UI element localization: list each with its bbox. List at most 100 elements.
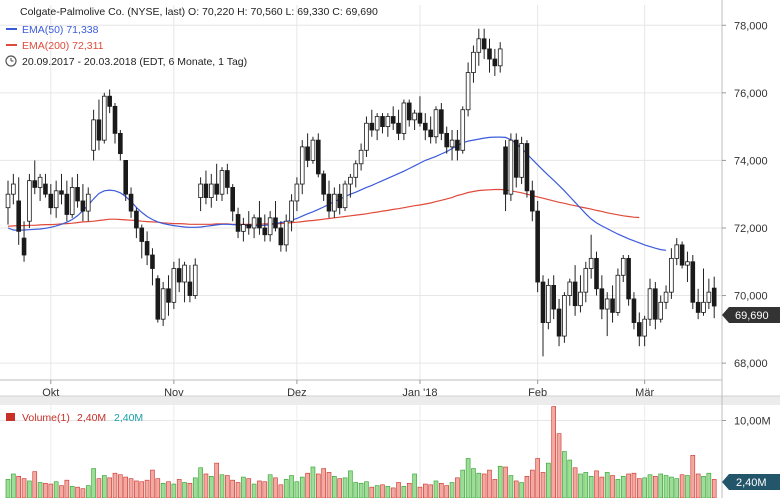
volume-bar xyxy=(246,478,252,498)
candle xyxy=(176,258,182,293)
volume-bar xyxy=(315,473,321,498)
volume-bar xyxy=(374,485,380,498)
volume-bar xyxy=(422,483,428,498)
candle xyxy=(412,109,417,130)
volume-bar xyxy=(107,477,112,498)
candle-body xyxy=(599,288,605,310)
candles-layer xyxy=(5,28,717,357)
candle xyxy=(118,130,123,161)
candle xyxy=(353,160,359,188)
volume-bar xyxy=(487,469,492,498)
volume-bar xyxy=(182,482,187,498)
candle xyxy=(364,116,369,158)
candle-body xyxy=(690,261,696,303)
candle-body xyxy=(102,95,107,141)
candle-body xyxy=(59,190,64,195)
candle-body xyxy=(112,105,118,134)
time-tick-label: Feb xyxy=(528,387,547,399)
volume-bar xyxy=(294,481,300,498)
candle xyxy=(385,113,391,137)
candle xyxy=(358,143,364,171)
candle xyxy=(637,312,642,347)
candle xyxy=(5,180,11,225)
candle xyxy=(422,113,428,141)
volume-bar xyxy=(198,467,203,498)
candle xyxy=(16,177,21,245)
candle xyxy=(59,173,64,205)
candle xyxy=(166,275,171,316)
candle-body xyxy=(653,288,658,320)
time-tick-label: Mär xyxy=(635,387,654,399)
volume-bar xyxy=(144,479,150,498)
volume-bar xyxy=(380,484,385,498)
candle xyxy=(246,211,252,235)
candle xyxy=(112,102,118,144)
candle xyxy=(428,116,433,144)
volume-bar xyxy=(588,475,594,498)
volume-bar xyxy=(695,473,701,498)
candle-body xyxy=(166,288,171,303)
volume-bar xyxy=(332,475,337,498)
candle xyxy=(369,109,375,137)
candle xyxy=(75,173,80,208)
candle xyxy=(144,231,150,266)
candle xyxy=(685,251,690,283)
candle xyxy=(128,187,134,218)
candle xyxy=(530,180,535,222)
candle xyxy=(476,28,482,66)
candle xyxy=(546,278,551,330)
candle-body xyxy=(513,139,519,178)
volume-bar xyxy=(155,478,161,498)
volume-bar xyxy=(706,472,712,498)
candle xyxy=(262,214,268,242)
volume-bar xyxy=(353,482,359,498)
volume-bar xyxy=(16,475,22,498)
volume-bar xyxy=(102,475,107,498)
candle xyxy=(214,163,219,201)
candle xyxy=(257,200,262,235)
candle xyxy=(241,217,246,242)
candle-body xyxy=(182,264,187,283)
volume-bar xyxy=(262,481,268,498)
volume-bar xyxy=(701,475,706,498)
candle-body xyxy=(669,257,674,293)
candle xyxy=(321,170,326,201)
candle-body xyxy=(96,119,102,141)
candle xyxy=(208,173,214,208)
candle-body xyxy=(497,48,503,67)
candle-body xyxy=(246,224,252,229)
ema50-legend-label: EMA(50) 71,338 xyxy=(22,24,99,36)
candle-body xyxy=(578,291,583,307)
candle xyxy=(465,62,471,117)
volume-bar xyxy=(690,455,696,498)
volume-bar xyxy=(669,476,674,498)
candle-body xyxy=(706,291,712,303)
candle-body xyxy=(711,287,717,307)
candle xyxy=(160,282,166,326)
candle-body xyxy=(11,183,16,195)
volume-bar xyxy=(604,472,610,498)
candle-body xyxy=(455,139,460,151)
volume-bar xyxy=(214,462,219,498)
volume-bar xyxy=(401,486,407,498)
candle-body xyxy=(567,281,573,296)
volume-bar xyxy=(326,472,332,498)
clock-icon xyxy=(5,55,17,67)
candle-body xyxy=(524,143,530,192)
volume-bar xyxy=(134,480,139,498)
volume-bar xyxy=(674,478,680,498)
volume-bar xyxy=(37,482,43,498)
candle xyxy=(235,207,241,239)
candle xyxy=(219,167,225,201)
volume-bar xyxy=(166,481,171,498)
candle xyxy=(48,184,54,215)
candle-body xyxy=(658,301,663,320)
volume-bar xyxy=(476,472,482,498)
candle-body xyxy=(225,170,230,188)
volume-bar xyxy=(567,459,573,498)
candle xyxy=(374,113,380,141)
candle-body xyxy=(487,48,492,60)
candle-body xyxy=(572,281,578,307)
volume-bar xyxy=(583,472,589,498)
